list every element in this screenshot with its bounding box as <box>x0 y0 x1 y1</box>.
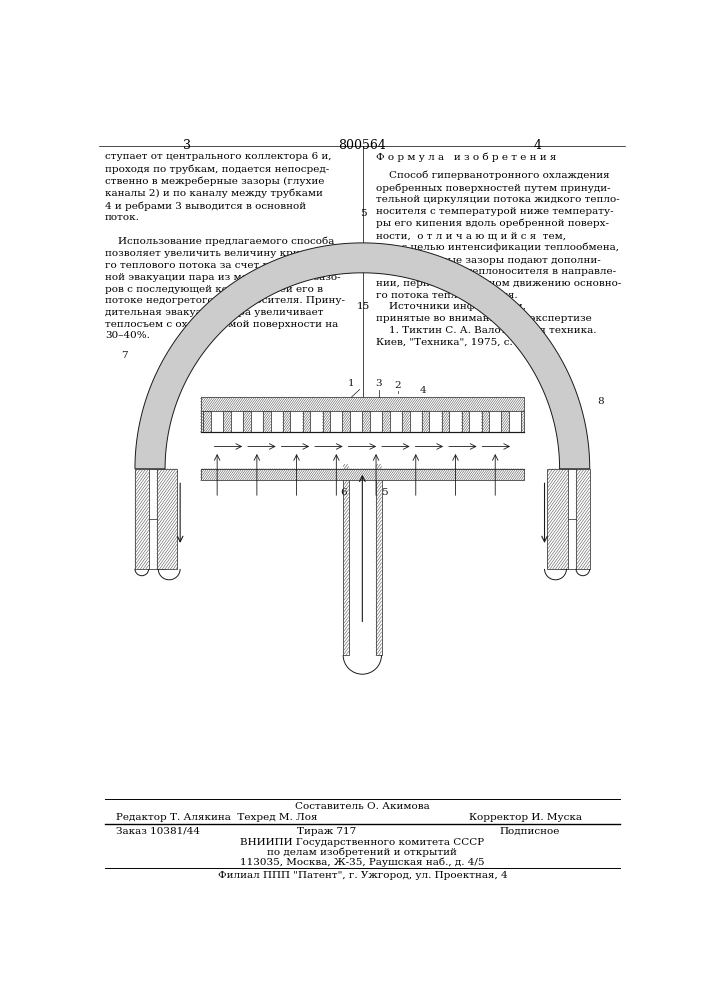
Bar <box>402 411 409 432</box>
Bar <box>201 411 204 432</box>
Bar <box>362 411 370 432</box>
Text: 8: 8 <box>597 397 604 406</box>
Bar <box>204 411 211 432</box>
Text: 5: 5 <box>360 209 367 218</box>
Text: 3: 3 <box>183 139 191 152</box>
Bar <box>303 411 310 432</box>
Bar <box>462 411 469 432</box>
Text: Заказ 10381/44: Заказ 10381/44 <box>116 827 200 836</box>
Bar <box>481 411 489 432</box>
Bar <box>521 411 524 432</box>
Bar <box>201 469 524 480</box>
Text: 3: 3 <box>375 379 382 388</box>
Bar <box>342 411 350 432</box>
Bar <box>135 469 148 569</box>
Bar <box>382 411 390 432</box>
Text: Редактор Т. Алякина  Техред М. Лоя: Редактор Т. Алякина Техред М. Лоя <box>116 813 317 822</box>
Text: 1: 1 <box>348 379 355 388</box>
Text: Филиал ППП "Патент", г. Ужгород, ул. Проектная, 4: Филиал ППП "Патент", г. Ужгород, ул. Про… <box>218 871 507 880</box>
Bar <box>547 469 568 569</box>
Text: 10: 10 <box>357 256 370 265</box>
Bar <box>322 411 330 432</box>
Text: Ф о р м у л а   и з о б р е т е н и я: Ф о р м у л а и з о б р е т е н и я <box>376 152 556 162</box>
Text: Составитель О. Акимова: Составитель О. Акимова <box>295 802 430 811</box>
Polygon shape <box>135 243 590 469</box>
Text: ступает от центрального коллектора 6 и,
проходя по трубкам, подается непосред-
с: ступает от центрального коллектора 6 и, … <box>105 152 347 340</box>
Text: 800564: 800564 <box>339 139 386 152</box>
Text: Тираж 717: Тираж 717 <box>297 827 356 836</box>
Bar <box>501 411 509 432</box>
Bar <box>442 411 450 432</box>
Text: Корректор И. Муска: Корректор И. Муска <box>469 813 582 822</box>
Bar <box>204 411 521 432</box>
Text: 6: 6 <box>340 488 346 497</box>
Text: 2: 2 <box>395 380 402 389</box>
Bar <box>223 411 231 432</box>
Bar <box>201 432 524 469</box>
Bar <box>422 411 429 432</box>
Text: 4: 4 <box>419 386 426 395</box>
Text: 4: 4 <box>534 139 542 152</box>
Bar <box>263 411 271 432</box>
Text: по делам изобретений и открытий: по делам изобретений и открытий <box>267 848 457 857</box>
Bar <box>157 469 177 569</box>
Bar <box>243 411 251 432</box>
Text: Подписное: Подписное <box>499 827 560 836</box>
Text: ВНИИПИ Государственного комитета СССР: ВНИИПИ Государственного комитета СССР <box>240 838 484 847</box>
Text: 113035, Москва, Ж-35, Раушская наб., д. 4/5: 113035, Москва, Ж-35, Раушская наб., д. … <box>240 858 484 867</box>
Bar <box>349 464 376 655</box>
Text: Способ гиперванотронного охлаждения
оребренных поверхностей путем принуди-
тельн: Способ гиперванотронного охлаждения ореб… <box>376 171 621 346</box>
Text: 15: 15 <box>357 302 370 311</box>
Bar <box>576 469 590 569</box>
Bar <box>343 464 349 655</box>
Bar <box>201 397 524 411</box>
Bar <box>283 411 291 432</box>
Text: 5: 5 <box>381 488 387 497</box>
Text: 7: 7 <box>121 351 127 360</box>
Bar <box>376 464 382 655</box>
